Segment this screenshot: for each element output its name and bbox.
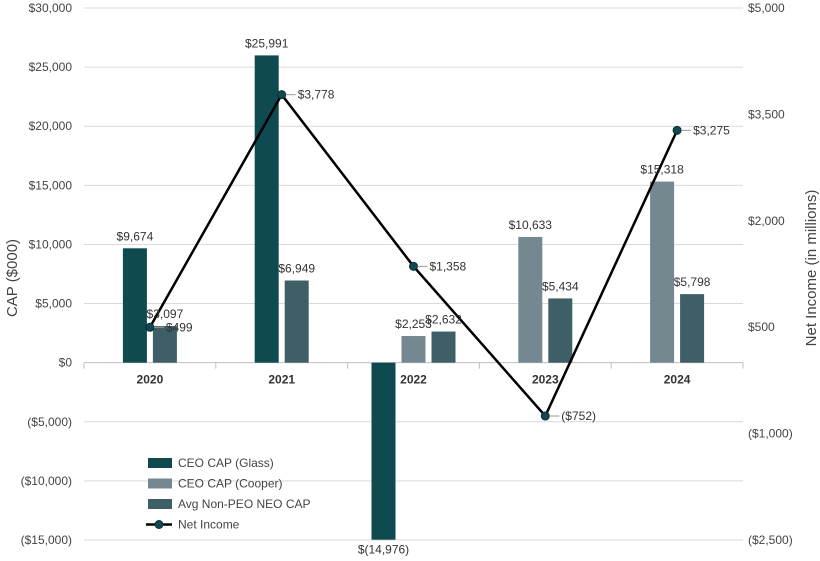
legend-swatch <box>148 499 172 509</box>
net-income-point <box>409 261 418 271</box>
net-income-label: $1,358 <box>430 259 467 273</box>
bar-data-label: $2,632 <box>425 313 462 327</box>
net-income-label: $3,778 <box>298 88 335 102</box>
bar-data-label: $6,949 <box>278 262 315 276</box>
gridlines <box>84 7 743 541</box>
left-tick-label: $30,000 <box>29 1 73 15</box>
legend-swatch <box>148 478 172 489</box>
bar <box>254 55 279 363</box>
left-tick-label: ($10,000) <box>21 474 72 488</box>
net-income-point <box>277 90 287 100</box>
legend-swatch <box>148 458 172 468</box>
bar-data-label: $5,434 <box>542 279 579 293</box>
net-income-polyline <box>148 92 679 419</box>
right-tick-label: $5,000 <box>748 1 785 15</box>
net-income-point <box>540 411 550 421</box>
legend: CEO CAP (Glass) CEO CAP (Cooper) Avg Non-P… <box>146 456 311 532</box>
left-tick-label: $20,000 <box>29 119 73 133</box>
left-tick-label: ($5,000) <box>27 415 72 429</box>
net-income-point <box>145 322 155 332</box>
category-label: 2022 <box>400 373 427 387</box>
category-label: 2023 <box>532 373 559 387</box>
net-income-label: $3,275 <box>693 123 730 137</box>
legend-label: CEO CAP (Cooper) <box>178 477 282 491</box>
legend-label: CEO CAP (Glass) <box>178 456 274 470</box>
bar <box>650 181 675 363</box>
bar-data-label: $(14,976) <box>358 543 409 557</box>
bar <box>152 326 177 363</box>
category-label: 2020 <box>137 373 164 387</box>
right-tick-label: $2,000 <box>748 214 785 228</box>
net-income-label: $499 <box>166 320 193 334</box>
bar <box>431 331 456 363</box>
category-label: 2024 <box>664 373 691 387</box>
bar <box>371 362 396 540</box>
bar-data-label: $5,798 <box>674 275 711 289</box>
bars <box>122 55 705 540</box>
bar <box>401 336 426 363</box>
left-tick-label: $15,000 <box>29 178 73 192</box>
net-income-line <box>145 90 682 421</box>
bar <box>680 294 705 363</box>
bar-data-label: $2,253 <box>395 317 432 331</box>
left-tick-label: $25,000 <box>29 60 73 74</box>
right-tick-label: $3,500 <box>748 107 785 121</box>
right-tick-label: $500 <box>748 320 775 334</box>
left-tick-label: $5,000 <box>35 297 72 311</box>
bar <box>284 280 309 363</box>
bar-data-label: $3,097 <box>147 307 184 321</box>
left-tick-label: ($15,000) <box>21 533 72 547</box>
left-tick-label: $0 <box>59 356 73 370</box>
bar-data-label: $9,674 <box>117 229 154 243</box>
y2-axis-title: Net Income (in millions) <box>803 190 820 347</box>
data-labels: $9,674 $3,097 $25,991 $6,949 $(14,976) $2,253… <box>117 36 731 556</box>
axes: ($15,000) ($10,000) ($5,000) $0 $5,000 $10,00… <box>4 1 820 547</box>
bar-data-label: $15,318 <box>640 163 684 177</box>
bar <box>518 236 543 363</box>
bar <box>122 248 147 363</box>
legend-label: Avg Non-PEO NEO CAP <box>178 497 311 511</box>
legend-label: Net Income <box>178 518 240 532</box>
right-tick-label: ($1,000) <box>748 427 793 441</box>
net-income-point <box>672 125 682 135</box>
bar-data-label: $25,991 <box>245 36 289 50</box>
right-tick-label: ($2,500) <box>748 533 793 547</box>
bar <box>548 298 573 363</box>
net-income-label: ($752) <box>561 409 596 423</box>
category-label: 2021 <box>268 373 295 387</box>
y-axis-title: CAP ($000) <box>4 239 21 317</box>
legend-marker <box>154 520 164 529</box>
bar-data-label: $10,633 <box>509 218 553 232</box>
left-tick-label: $10,000 <box>29 237 73 251</box>
